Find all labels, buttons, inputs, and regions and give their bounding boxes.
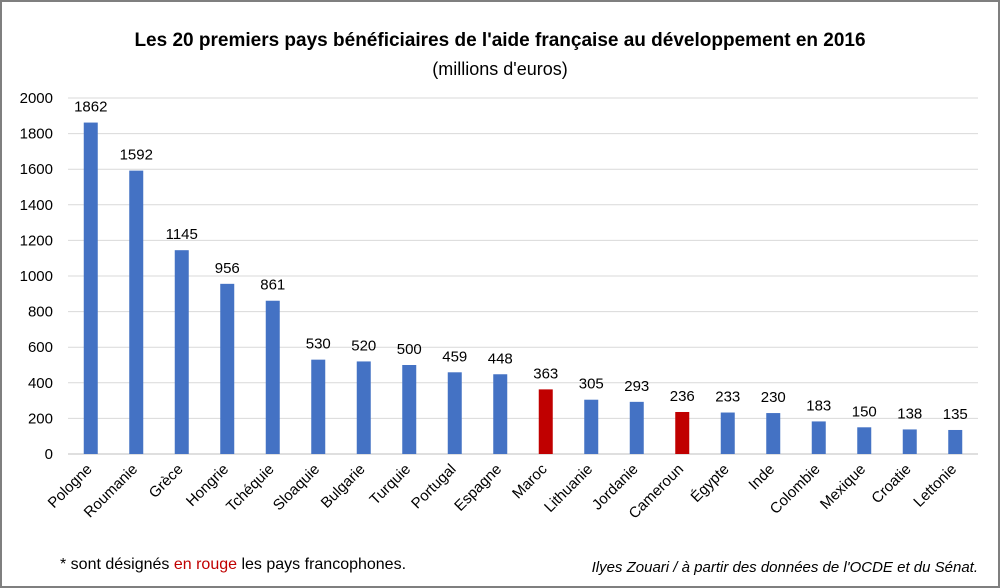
x-tick-label: Inde (745, 461, 778, 494)
y-tick-label: 0 (45, 446, 53, 463)
data-label: 230 (761, 389, 786, 406)
bar (174, 250, 189, 454)
y-tick-label: 1400 (20, 197, 53, 214)
source-credit: Ilyes Zouari / à partir des données de l… (591, 559, 978, 576)
y-tick-label: 200 (28, 410, 53, 427)
chart-subtitle: (millions d'euros) (432, 59, 568, 79)
y-tick-label: 2000 (20, 90, 53, 107)
y-tick-label: 1800 (20, 126, 53, 143)
bar (720, 412, 735, 454)
bar (493, 374, 508, 454)
bar (447, 372, 462, 454)
bar (811, 421, 826, 454)
y-tick-label: 400 (28, 375, 53, 392)
x-tick-label: Espagne (451, 461, 505, 515)
chart-title: Les 20 premiers pays bénéficiaires de l'… (134, 30, 866, 51)
x-tick-label: Grèce (146, 461, 187, 502)
x-tick-label: Lettonie (910, 461, 960, 511)
bar (675, 411, 690, 454)
bar (129, 170, 144, 454)
data-label: 500 (397, 341, 422, 358)
x-tick-label: Mexique (817, 461, 869, 513)
y-tick-label: 800 (28, 304, 53, 321)
y-tick-label: 600 (28, 339, 53, 356)
x-tick-label: Turquie (366, 461, 414, 509)
x-tick-label: Colombie (767, 461, 824, 518)
x-tick-label: Lithuanie (541, 461, 596, 516)
data-label: 861 (260, 277, 285, 294)
bar (356, 361, 371, 454)
bar (902, 429, 917, 454)
bar (265, 300, 280, 454)
bar (220, 283, 235, 454)
data-label: 530 (306, 336, 331, 353)
bar (948, 429, 963, 454)
y-tick-label: 1600 (20, 161, 53, 178)
bar (584, 399, 599, 454)
x-tick-label: Bulgarie (318, 461, 369, 512)
y-tick-label: 1200 (20, 232, 53, 249)
bar (402, 365, 417, 454)
data-label: 363 (533, 365, 558, 382)
x-tick-label: Égypte (688, 461, 733, 506)
y-axis-ticks: 0 200 400 600 800 1000 1200 1400 1600 1800 2000 (20, 90, 53, 463)
footnote-suffix: les pays francophones. (237, 556, 407, 573)
data-label: 135 (943, 406, 968, 423)
data-label: 236 (670, 388, 695, 405)
x-tick-label: Sloaquie (270, 461, 323, 514)
bar (857, 427, 872, 454)
gridlines (68, 97, 978, 455)
data-label: 305 (579, 376, 604, 393)
data-label: 138 (897, 405, 922, 422)
data-label: 233 (715, 389, 740, 406)
data-labels: 1862 1592 1145 956 861 530 520 500 459 448 363 305 2… (74, 99, 968, 423)
data-label: 1862 (74, 99, 107, 116)
data-label: 293 (624, 378, 649, 395)
footnote-highlight: en rouge (173, 556, 238, 573)
bar (311, 359, 326, 454)
bar (766, 413, 781, 454)
bar (83, 122, 98, 455)
footnote: * sont désignés en rouge les pays franco… (60, 556, 406, 574)
data-label: 520 (351, 337, 376, 354)
bar (538, 389, 553, 454)
bar (629, 401, 644, 454)
x-tick-label: Croatie (868, 461, 914, 507)
bars (83, 122, 963, 455)
footnote-prefix: * sont désignés (60, 556, 174, 573)
data-label: 1592 (120, 147, 153, 164)
data-label: 956 (215, 260, 240, 277)
data-label: 448 (488, 350, 513, 367)
data-label: 183 (806, 397, 831, 414)
data-label: 459 (442, 348, 467, 365)
data-label: 1145 (166, 226, 198, 243)
y-tick-label: 1000 (20, 268, 53, 285)
x-tick-label: Tchéquie (223, 461, 277, 515)
data-label: 150 (852, 403, 877, 420)
x-tick-label: Maroc (509, 460, 551, 502)
